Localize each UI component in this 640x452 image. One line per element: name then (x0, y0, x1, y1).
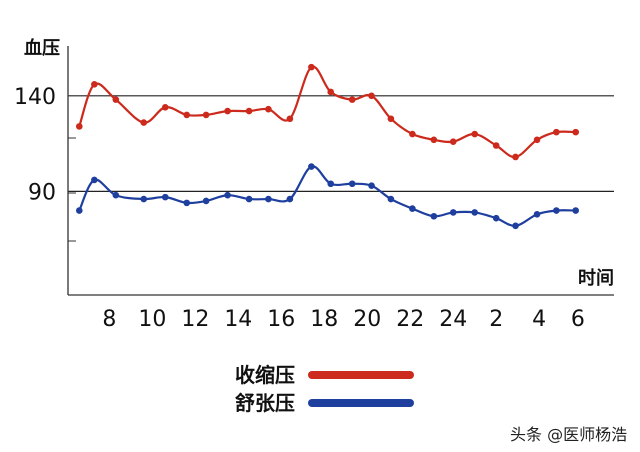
x-tick-labels: 8 10 12 14 16 18 20 22 24 2 4 6 (102, 307, 584, 332)
y-axis-title: 血压 (24, 37, 60, 59)
x-tick-label-18: 18 (310, 307, 338, 332)
data-point-0-6 (202, 111, 210, 119)
data-point-0-21 (512, 153, 519, 161)
data-point-1-5 (183, 199, 191, 207)
series-line-0 (78, 65, 576, 159)
data-point-1-11 (308, 163, 315, 170)
data-point-0-1 (91, 81, 98, 88)
data-point-0-23 (553, 128, 560, 136)
data-point-1-16 (409, 205, 416, 212)
y-tick-labels: 90 140 (14, 85, 56, 206)
data-point-1-19 (471, 209, 479, 216)
data-point-0-16 (409, 130, 416, 138)
data-point-0-7 (224, 107, 231, 115)
data-point-1-2 (112, 191, 120, 199)
x-tick-label-12: 12 (181, 307, 209, 332)
data-point-1-13 (348, 180, 356, 188)
data-point-1-0 (75, 207, 83, 214)
data-point-1-22 (533, 211, 541, 218)
data-point-0-4 (161, 103, 169, 111)
x-tick-label-8: 8 (102, 307, 116, 332)
data-point-1-18 (449, 209, 457, 216)
data-point-1-20 (492, 214, 500, 222)
data-point-0-20 (492, 142, 500, 149)
series-layer (75, 63, 580, 230)
series-systolic (75, 63, 580, 161)
data-point-0-0 (75, 123, 83, 130)
y-tick-label-90: 90 (28, 180, 56, 205)
data-point-1-12 (327, 180, 335, 188)
data-point-0-24 (572, 128, 580, 136)
data-point-0-19 (471, 130, 479, 138)
x-tick-label-22: 22 (396, 307, 424, 332)
data-point-0-5 (183, 111, 191, 119)
data-point-1-14 (368, 182, 375, 189)
data-point-1-23 (553, 207, 560, 214)
x-tick-label-16: 16 (267, 307, 295, 332)
x-tick-label-14: 14 (224, 307, 252, 332)
data-point-1-1 (91, 176, 98, 184)
grid-layer (68, 95, 614, 192)
data-point-0-3 (140, 119, 148, 126)
watermark-text: 头条 @医师杨浩 (510, 425, 627, 444)
series-line-1 (78, 165, 576, 227)
data-point-1-7 (224, 191, 231, 199)
data-point-0-11 (308, 63, 315, 71)
x-tick-label-10: 10 (138, 307, 166, 332)
x-tick-label-4: 4 (532, 307, 546, 332)
data-point-0-18 (449, 138, 457, 145)
data-point-0-10 (286, 115, 294, 123)
data-point-1-10 (286, 195, 294, 203)
data-point-0-13 (348, 96, 356, 103)
data-point-1-15 (387, 195, 395, 203)
data-point-1-24 (572, 207, 580, 214)
y-tick-label-140: 140 (14, 85, 56, 110)
data-point-0-17 (430, 136, 438, 144)
x-axis-title: 时间 (578, 268, 614, 289)
x-tick-label-2: 2 (489, 307, 503, 332)
data-point-1-6 (202, 197, 210, 205)
x-tick-label-6: 6 (571, 307, 585, 332)
y-tick-marks (68, 137, 76, 242)
x-tick-label-20: 20 (353, 307, 381, 332)
data-point-0-8 (245, 107, 253, 115)
data-point-1-3 (140, 195, 148, 203)
x-tick-label-24: 24 (439, 307, 467, 332)
data-point-1-9 (265, 195, 272, 203)
data-point-1-8 (245, 195, 253, 203)
data-point-0-15 (387, 115, 395, 123)
axes-layer (67, 46, 614, 296)
data-point-1-17 (430, 212, 438, 220)
data-point-1-21 (512, 222, 519, 230)
series-diastolic (75, 163, 580, 230)
data-point-0-14 (368, 92, 375, 100)
data-point-0-22 (533, 136, 541, 144)
data-point-0-12 (327, 88, 335, 96)
data-point-0-2 (112, 96, 120, 103)
data-point-1-4 (161, 193, 169, 201)
legend-label-0: 收缩压 (235, 363, 295, 387)
data-point-0-9 (265, 105, 272, 113)
legend-label-1: 舒张压 (235, 391, 295, 415)
